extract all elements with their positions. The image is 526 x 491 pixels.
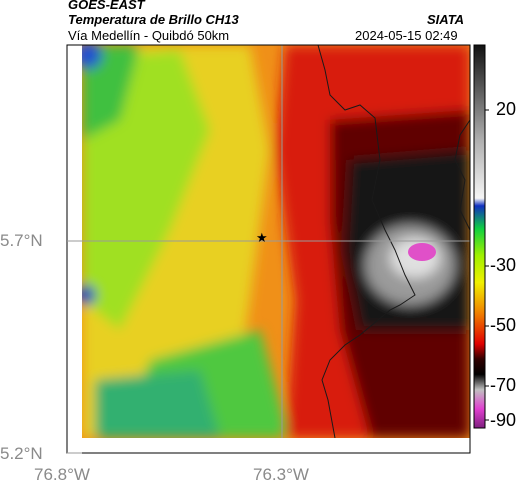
datetime-label: 2024-05-15 02:49: [355, 28, 458, 43]
colorbar-tick-label: -50: [490, 315, 517, 335]
coast-boundary: [454, 119, 470, 231]
colorbar-tick-label: -70: [490, 375, 517, 395]
colorbar: [473, 44, 486, 429]
lon-tick-label: 76.8°W: [34, 465, 90, 484]
lat-tick-label: 5.7°N: [0, 231, 43, 250]
colorbar-tick-label: -90: [490, 410, 517, 430]
lon-tick-label: 76.3°W: [253, 465, 309, 484]
region-label: Vía Medellín - Quibdó 50km: [68, 28, 230, 43]
lat-tick-label: 5.2°N: [0, 444, 43, 463]
overshoot-patch: [408, 243, 436, 261]
department-boundary: [317, 45, 416, 438]
location-star-icon: ★: [256, 230, 268, 245]
channel-title: Temperatura de Brillo CH13: [68, 12, 239, 27]
colorbar-tick-label: 20: [496, 99, 517, 119]
organization-label: SIATA: [427, 12, 465, 27]
product-title: GOES-EAST: [68, 0, 145, 12]
temperature-field: [82, 45, 470, 438]
map-frame: [66, 44, 471, 454]
colorbar-tick-label: -30: [490, 255, 517, 275]
